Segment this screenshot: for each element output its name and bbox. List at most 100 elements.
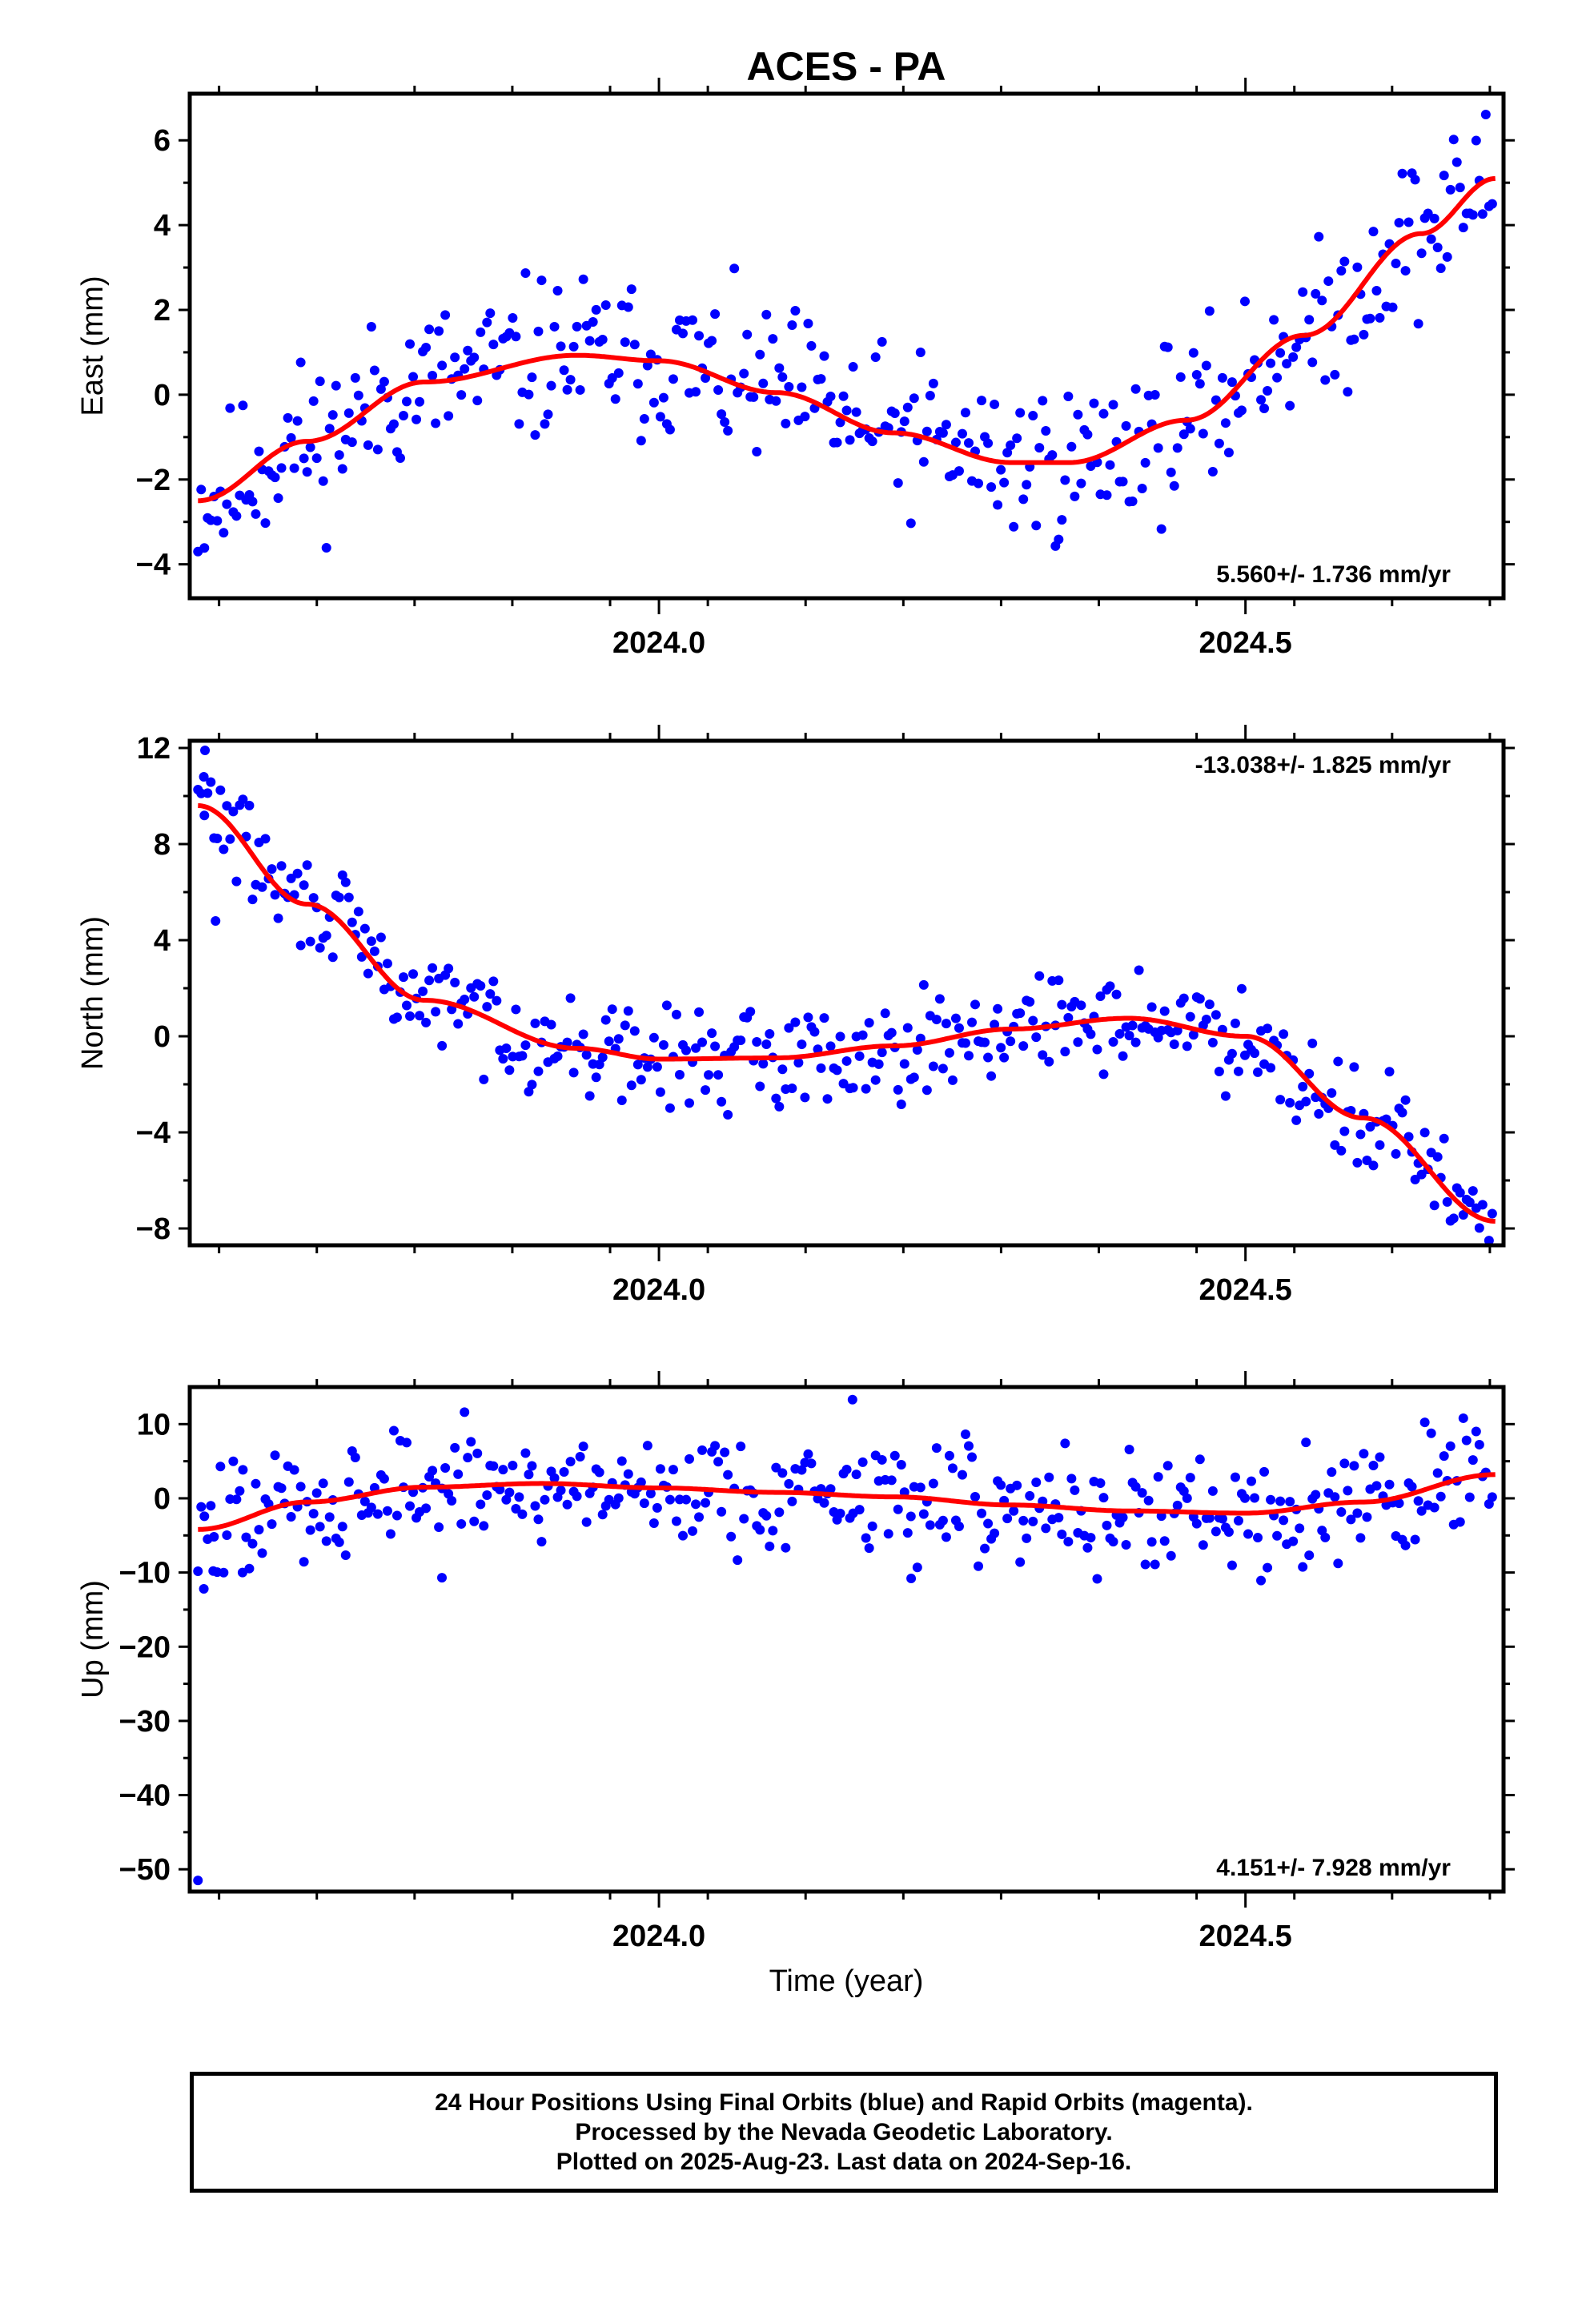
data-point [993, 500, 1003, 510]
data-point [1086, 1533, 1096, 1543]
data-point [575, 384, 585, 395]
data-point [1159, 1536, 1170, 1546]
data-point [825, 1484, 836, 1494]
data-point [340, 877, 351, 887]
data-point [787, 1496, 797, 1506]
data-point [472, 396, 483, 406]
data-point [600, 300, 611, 310]
data-point [222, 801, 232, 811]
data-point [1247, 1476, 1257, 1486]
data-point [549, 321, 560, 332]
data-point [350, 372, 360, 383]
data-point [1384, 1479, 1395, 1490]
data-point [428, 963, 438, 973]
data-point [1371, 1481, 1382, 1491]
data-point [1410, 175, 1420, 185]
data-point [1295, 1523, 1305, 1534]
data-point [790, 305, 801, 316]
data-point [1166, 467, 1176, 477]
data-points [193, 1394, 1497, 1886]
data-point [1275, 1496, 1286, 1506]
data-point [241, 1532, 251, 1542]
data-point [848, 1083, 858, 1093]
data-point [781, 418, 791, 428]
data-point [203, 788, 213, 798]
data-point [1015, 1557, 1026, 1567]
data-point [1118, 1512, 1128, 1522]
data-point [276, 861, 287, 871]
data-point [437, 360, 448, 371]
data-point [749, 392, 759, 402]
data-point [765, 1541, 775, 1551]
data-point [1111, 989, 1122, 999]
data-point [206, 1501, 216, 1511]
data-point [736, 1035, 746, 1046]
data-point [1256, 1575, 1267, 1586]
data-point [1352, 262, 1363, 272]
data-point [1461, 1435, 1472, 1445]
data-point [819, 1013, 829, 1023]
data-point [591, 1072, 601, 1083]
data-point [1022, 1533, 1032, 1543]
data-point [421, 343, 432, 353]
data-point [944, 1047, 954, 1058]
data-point [771, 1093, 781, 1104]
data-point [1448, 1213, 1459, 1224]
data-point [1204, 999, 1215, 1010]
data-point [276, 463, 287, 473]
data-point [196, 485, 207, 495]
data-point [701, 1498, 711, 1508]
data-point [688, 1526, 698, 1536]
data-point [479, 1074, 489, 1084]
data-point [578, 1029, 588, 1039]
data-point [1403, 1132, 1414, 1142]
data-point [568, 1068, 579, 1078]
data-point [1073, 409, 1083, 420]
data-point [1256, 395, 1267, 405]
data-point [639, 1498, 649, 1509]
data-point [1432, 1468, 1443, 1478]
data-point [787, 1084, 797, 1094]
data-point [299, 880, 309, 891]
data-point [363, 968, 373, 979]
data-point [755, 1525, 765, 1535]
data-point [530, 1018, 540, 1028]
data-point [607, 1004, 617, 1015]
data-point [511, 1504, 521, 1514]
data-point [1015, 408, 1026, 418]
data-point [1066, 441, 1077, 452]
data-point [1423, 208, 1433, 219]
data-point [1127, 496, 1138, 506]
data-point [219, 528, 229, 538]
data-point [1169, 480, 1179, 491]
data-point [681, 1494, 691, 1505]
data-point [530, 430, 540, 440]
data-point [1253, 1067, 1263, 1077]
data-point [533, 1066, 544, 1076]
data-point [623, 1006, 633, 1016]
data-point [1426, 234, 1436, 244]
data-point [1279, 1515, 1289, 1526]
data-point [315, 376, 325, 387]
data-point [311, 1488, 322, 1498]
data-point [864, 1543, 874, 1554]
data-point [954, 1023, 964, 1033]
data-point [1298, 1562, 1308, 1572]
y-tick-label: 0 [154, 1482, 171, 1516]
data-point [784, 1478, 794, 1489]
data-point [970, 1492, 981, 1502]
data-point [1166, 1550, 1176, 1561]
data-point [909, 1072, 919, 1083]
data-point [1041, 1523, 1051, 1534]
data-point [819, 1498, 829, 1508]
data-point [1477, 209, 1488, 219]
data-point [1057, 515, 1067, 525]
data-point [1327, 1467, 1337, 1478]
data-point [918, 979, 929, 990]
data-point [1118, 1051, 1128, 1061]
data-point [199, 543, 210, 553]
data-point [405, 339, 416, 349]
data-point [918, 1509, 929, 1519]
data-point [1236, 405, 1247, 416]
data-point [299, 453, 309, 464]
